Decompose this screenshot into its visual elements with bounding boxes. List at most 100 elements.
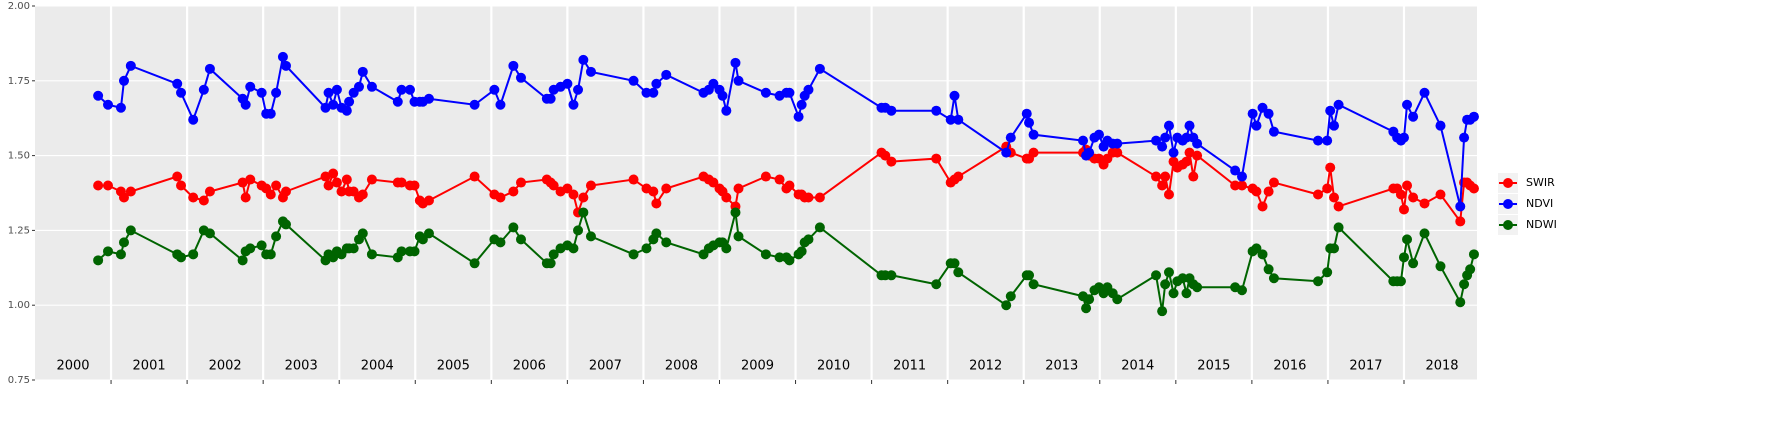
point: [1005, 132, 1016, 143]
point: [803, 192, 814, 203]
point: [188, 249, 199, 260]
point: [1313, 135, 1324, 146]
point: [115, 102, 126, 113]
point: [265, 189, 276, 200]
point: [793, 111, 804, 122]
point: [1333, 201, 1344, 212]
point: [1263, 186, 1274, 197]
year-label: 2002: [209, 359, 242, 374]
point: [118, 192, 129, 203]
point: [204, 63, 215, 74]
point: [396, 84, 407, 95]
y-tick-label: 1.75: [8, 76, 30, 87]
point: [1395, 276, 1406, 287]
point: [1005, 291, 1016, 302]
point: [423, 195, 434, 206]
point: [1236, 171, 1247, 182]
point: [1329, 192, 1340, 203]
point: [1398, 204, 1409, 215]
point: [1024, 117, 1035, 128]
point: [1078, 135, 1089, 146]
point: [568, 243, 579, 254]
legend-point: [1503, 220, 1513, 230]
point: [949, 90, 960, 101]
point: [803, 84, 814, 95]
point: [245, 81, 256, 92]
point: [245, 243, 256, 254]
point: [641, 243, 652, 254]
point: [1028, 129, 1039, 140]
point: [323, 180, 334, 191]
point: [495, 237, 506, 248]
point: [323, 87, 334, 98]
point: [271, 231, 282, 242]
point: [1184, 120, 1195, 131]
year-label: 2007: [589, 359, 622, 374]
point: [545, 258, 556, 269]
point: [796, 246, 807, 257]
point: [1251, 120, 1262, 131]
y-tick-label: 1.50: [8, 151, 30, 162]
point: [103, 99, 114, 110]
point: [1408, 111, 1419, 122]
point: [886, 156, 897, 167]
point: [562, 78, 573, 89]
series: [93, 207, 1479, 317]
point: [760, 249, 771, 260]
point: [328, 99, 339, 110]
y-tick-label: 1.00: [8, 300, 30, 311]
point: [1021, 108, 1032, 119]
point: [733, 183, 744, 194]
point: [237, 177, 248, 188]
point: [176, 87, 187, 98]
point: [392, 96, 403, 107]
point: [585, 231, 596, 242]
point: [353, 81, 364, 92]
point: [240, 99, 251, 110]
point: [1081, 303, 1092, 314]
point: [1468, 111, 1479, 122]
year-label: 2005: [437, 359, 470, 374]
point: [1024, 270, 1035, 281]
year-label: 2016: [1273, 359, 1306, 374]
point: [1001, 300, 1012, 311]
y-tick-label: 2.00: [8, 1, 30, 12]
point: [1322, 183, 1333, 194]
point: [1112, 138, 1123, 149]
point: [1251, 186, 1262, 197]
point: [118, 75, 129, 86]
point: [578, 192, 589, 203]
year-label: 2009: [741, 359, 774, 374]
point: [1402, 180, 1413, 191]
point: [730, 57, 741, 68]
point: [730, 207, 741, 218]
point: [774, 252, 785, 263]
point: [404, 84, 415, 95]
point: [93, 90, 104, 101]
point: [1157, 180, 1168, 191]
point: [320, 102, 331, 113]
point: [515, 234, 526, 245]
year-label: 2017: [1349, 359, 1382, 374]
point: [1398, 132, 1409, 143]
point: [280, 60, 291, 71]
point: [118, 237, 129, 248]
point: [1257, 201, 1268, 212]
point: [1236, 180, 1247, 191]
point: [1322, 135, 1333, 146]
point: [1028, 147, 1039, 158]
point: [198, 195, 209, 206]
point: [357, 228, 368, 239]
point: [265, 249, 276, 260]
point: [784, 87, 795, 98]
legend-point: [1503, 178, 1513, 188]
year-label: 2003: [285, 359, 318, 374]
point: [341, 105, 352, 116]
point: [1247, 108, 1258, 119]
point: [949, 258, 960, 269]
legend-point: [1503, 199, 1513, 209]
point: [1263, 264, 1274, 275]
point: [628, 75, 639, 86]
point: [1402, 234, 1413, 245]
point: [733, 75, 744, 86]
